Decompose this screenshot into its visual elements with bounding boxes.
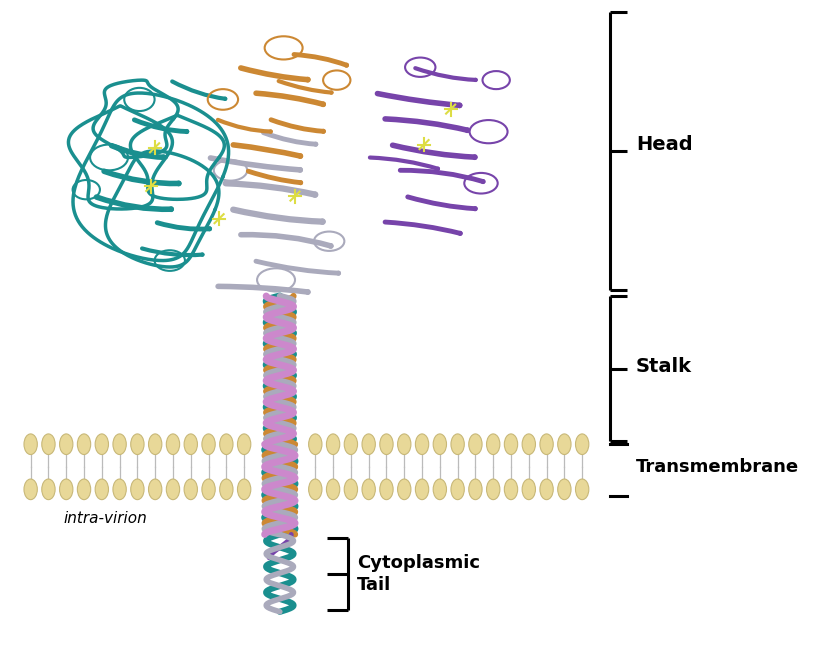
Text: Head: Head [636,135,692,154]
Ellipse shape [505,434,518,454]
Ellipse shape [505,479,518,500]
Ellipse shape [487,479,500,500]
Ellipse shape [59,434,73,454]
Ellipse shape [113,479,127,500]
Ellipse shape [202,434,215,454]
Ellipse shape [362,479,376,500]
Ellipse shape [398,479,411,500]
Text: Transmembrane: Transmembrane [636,458,799,476]
Text: Cytoplasmic
Tail: Cytoplasmic Tail [358,554,480,594]
Text: intra-virion: intra-virion [63,511,147,526]
Ellipse shape [166,479,180,500]
Ellipse shape [42,434,55,454]
Ellipse shape [326,434,339,454]
Ellipse shape [149,479,162,500]
Ellipse shape [433,434,446,454]
Ellipse shape [575,434,589,454]
Ellipse shape [77,434,90,454]
Ellipse shape [380,479,393,500]
Ellipse shape [433,479,446,500]
Ellipse shape [202,479,215,500]
Ellipse shape [308,479,322,500]
Ellipse shape [184,434,197,454]
Text: Stalk: Stalk [636,358,692,376]
Ellipse shape [131,479,144,500]
Ellipse shape [308,434,322,454]
Ellipse shape [415,434,429,454]
Ellipse shape [59,479,73,500]
Ellipse shape [451,434,464,454]
Ellipse shape [380,434,393,454]
Ellipse shape [344,434,358,454]
Ellipse shape [522,479,535,500]
Ellipse shape [95,434,109,454]
Ellipse shape [398,434,411,454]
Ellipse shape [469,479,482,500]
Ellipse shape [540,479,553,500]
Ellipse shape [219,434,233,454]
Ellipse shape [77,479,90,500]
Ellipse shape [469,434,482,454]
Ellipse shape [24,479,37,500]
Ellipse shape [42,479,55,500]
Ellipse shape [219,479,233,500]
Ellipse shape [238,479,251,500]
Ellipse shape [149,434,162,454]
Ellipse shape [522,434,535,454]
Ellipse shape [238,434,251,454]
Ellipse shape [557,434,571,454]
Ellipse shape [415,479,429,500]
Ellipse shape [166,434,180,454]
Ellipse shape [344,479,358,500]
Ellipse shape [95,479,109,500]
Ellipse shape [131,434,144,454]
Ellipse shape [24,434,37,454]
Ellipse shape [184,479,197,500]
Ellipse shape [557,479,571,500]
Ellipse shape [540,434,553,454]
Ellipse shape [451,479,464,500]
Ellipse shape [362,434,376,454]
Ellipse shape [575,479,589,500]
Ellipse shape [487,434,500,454]
Ellipse shape [326,479,339,500]
Ellipse shape [113,434,127,454]
